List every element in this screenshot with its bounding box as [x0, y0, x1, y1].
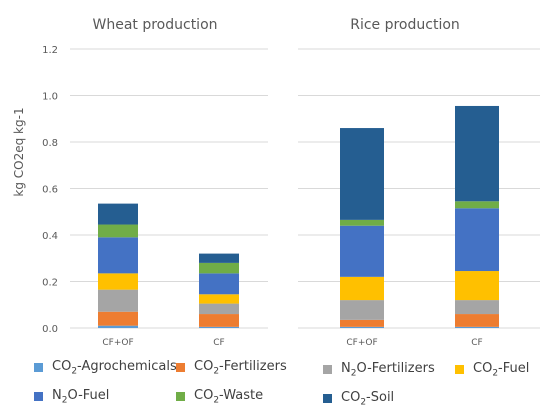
bar-segment [98, 273, 138, 290]
bar-segment [98, 224, 138, 238]
panel-title: Wheat production [92, 17, 217, 33]
x-tick-label: CF+OF [346, 338, 377, 348]
y-tick-label: 1.2 [42, 45, 58, 56]
bar-segment [455, 105, 499, 202]
bar-segment [98, 203, 138, 225]
bar-segment [455, 314, 499, 327]
bar-segment [455, 300, 499, 315]
bar-segment [199, 326, 239, 328]
bar-segment [455, 326, 499, 328]
bar-segment [340, 300, 384, 320]
bar-segment [340, 326, 384, 328]
bar-segment [340, 219, 384, 226]
x-tick-label: CF [471, 338, 482, 348]
bar-segment [199, 314, 239, 327]
y-tick-label: 0.2 [42, 278, 58, 289]
bar-segment [98, 289, 138, 312]
y-axis-label-text: kg CO2eq kg-1 [12, 107, 26, 197]
x-tick-label: CF [213, 338, 224, 348]
y-tick-label: 0.8 [42, 138, 58, 149]
bar-segment [199, 273, 239, 295]
bar-segment [98, 237, 138, 274]
y-tick-label: 1.0 [42, 92, 58, 103]
y-tick-label: 0.0 [42, 324, 58, 335]
bar-segment [199, 253, 239, 263]
panel-title: Rice production [350, 17, 460, 33]
bar-segment [199, 262, 239, 274]
bar-segment [340, 128, 384, 220]
bar-segment [340, 319, 384, 327]
x-tick-label: CF+OF [102, 338, 133, 348]
bar-segment [199, 294, 239, 304]
bar-segment [98, 325, 138, 328]
y-tick-label: 0.4 [42, 231, 58, 242]
bar-segment [340, 225, 384, 277]
bar-segment [199, 303, 239, 315]
y-tick-label: 0.6 [42, 185, 58, 196]
y-axis-label: kg CO2eq kg-1 [12, 97, 26, 207]
bar-segment [340, 276, 384, 301]
bar-segment [455, 208, 499, 272]
bar-segment [455, 271, 499, 301]
bar-segment [455, 201, 499, 209]
bar-segment [98, 311, 138, 326]
